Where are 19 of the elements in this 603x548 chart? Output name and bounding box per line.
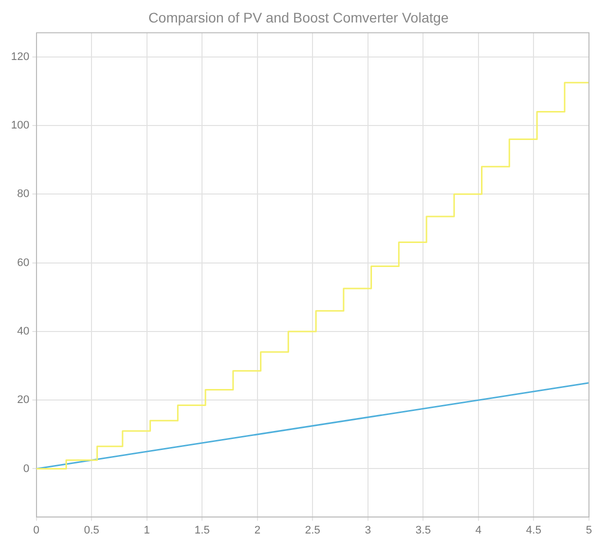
- chart-title: Comparsion of PV and Boost Comverter Volatge: [148, 9, 449, 26]
- x-tick-label: 4.5: [526, 524, 542, 536]
- x-tick-label: 3: [364, 524, 371, 536]
- x-tick-label: 4: [475, 524, 482, 536]
- y-tick-label: 100: [10, 120, 30, 132]
- x-tick-label: 1.5: [194, 524, 210, 536]
- x-tick-label: 2: [254, 524, 260, 536]
- y-tick-label: 60: [17, 256, 30, 269]
- y-tick-label: 40: [17, 325, 30, 338]
- y-tick-label: 0: [23, 462, 30, 475]
- y-tick-label: 20: [17, 394, 30, 406]
- x-tick-label: 0.5: [84, 524, 100, 536]
- x-tick-label: 0: [33, 524, 40, 536]
- y-tick-label: 80: [17, 188, 30, 200]
- y-tick-label: 120: [10, 50, 30, 63]
- x-tick-label: 3.5: [416, 524, 431, 536]
- x-tick-label: 1: [144, 524, 150, 536]
- x-tick-label: 2.5: [305, 524, 320, 536]
- x-tick-label: 5: [586, 524, 592, 536]
